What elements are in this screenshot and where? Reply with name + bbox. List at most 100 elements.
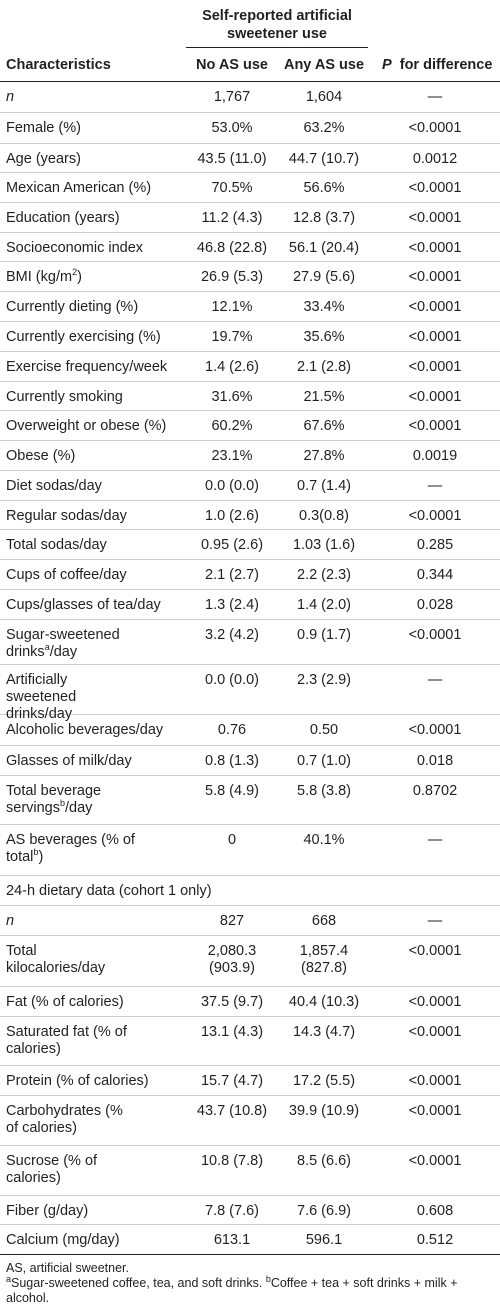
row-label-text: n [6, 913, 15, 929]
row-value-no-as: 1.3 (2.4) [205, 597, 259, 613]
table-row: AS beverages (% of totalb) 0 40.1% — [0, 825, 500, 876]
table-row: n 1,767 1,604 — [0, 82, 500, 113]
row-label: Regular sodas/day [0, 508, 186, 525]
row-value-any-as: 1,604 [305, 89, 343, 105]
table-row: Currently dieting (%) 12.1% 33.4% <0.0001 [0, 292, 500, 322]
row-value-no-as: 1.4 (2.6) [205, 359, 259, 375]
row-value-no-as: 1.0 (2.6) [205, 508, 259, 524]
table-row: Regular sodas/day 1.0 (2.6) 0.3(0.8) <0.000… [0, 501, 500, 530]
table-row: Fiber (g/day) 7.8 (7.6) 7.6 (6.9) 0.608 [0, 1196, 500, 1225]
table-row: n 827 668 — [0, 906, 500, 936]
row-value-any-as: 0.3(0.8) [299, 508, 349, 524]
row-value-p: 0.512 [416, 1232, 454, 1248]
row-value-p: — [427, 89, 443, 105]
row-label-text: Exercise frequency/week [6, 359, 168, 375]
row-value-any-as: 7.6 (6.9) [297, 1203, 351, 1219]
row-value-no-as: 0.0 (0.0) [205, 672, 259, 688]
row-value-no-as: 0 [227, 832, 237, 848]
row-value-no-as: 10.8 (7.8) [200, 1153, 264, 1169]
row-value-no-as: 12.1% [211, 299, 253, 315]
row-value-no-as: 43.5 (11.0) [197, 151, 267, 167]
table-row: Cups of coffee/day 2.1 (2.7) 2.2 (2.3) 0.34… [0, 560, 500, 590]
row-label: Currently exercising (%) [0, 329, 186, 346]
row-label-text: Education (years) [6, 210, 120, 226]
row-value-no-as: 13.1 (4.3) [200, 1024, 264, 1040]
row-value-p: <0.0001 [408, 722, 462, 738]
row-value-no-as: 1,767 [213, 89, 251, 105]
row-label-text: Mexican American (%) [6, 180, 152, 196]
row-value-p: 0.0019 [412, 448, 458, 464]
row-label-footnote-mark: 2 [72, 267, 78, 278]
row-label-text: Diet sodas/day [6, 478, 102, 494]
row-value-no-as: 0.76 [217, 722, 247, 738]
row-label: Sugar-sweetened drinksa/day [0, 627, 186, 661]
row-value-any-as: 17.2 (5.5) [292, 1073, 356, 1089]
row-value-no-as: 46.8 (22.8) [196, 240, 268, 256]
row-label: Total sodas/day [0, 537, 186, 554]
row-value-any-as: 14.3 (4.7) [292, 1024, 356, 1040]
row-label-suffix: ) [38, 849, 44, 865]
table-row: Currently smoking 31.6% 21.5% <0.0001 [0, 382, 500, 411]
row-value-no-as: 23.1% [211, 448, 253, 464]
row-value-p: — [427, 913, 443, 929]
row-value-any-as: 1.4 (2.0) [297, 597, 351, 613]
row-label-suffix: ) [77, 269, 82, 285]
row-label: Glasses of milk/day [0, 753, 186, 770]
row-value-no-as: 0.0 (0.0) [205, 478, 259, 494]
row-label-text: Total beverage servings [6, 783, 102, 816]
row-value-p: <0.0001 [408, 299, 462, 315]
row-label-text: Cups/glasses of tea/day [6, 597, 161, 613]
row-value-p: <0.0001 [408, 627, 462, 643]
row-label: Female (%) [0, 120, 186, 137]
row-value-any-as: 12.8 (3.7) [292, 210, 356, 226]
row-value-any-as: 2.1 (2.8) [297, 359, 351, 375]
row-value-any-as: 668 [311, 913, 337, 929]
row-value-p: 0.018 [416, 753, 454, 769]
row-value-any-as: 27.9 (5.6) [292, 269, 356, 285]
row-value-any-as: 0.7 (1.0) [297, 753, 351, 769]
row-label-text: Glasses of milk/day [6, 753, 132, 769]
row-value-no-as: 11.2 (4.3) [201, 210, 263, 226]
row-value-any-as: 33.4% [303, 299, 345, 315]
row-label-text: Currently dieting (%) [6, 299, 139, 315]
row-label-text: 24-h dietary data (cohort 1 only) [6, 883, 212, 899]
table-row: Sugar-sweetened drinksa/day 3.2 (4.2) 0.9 … [0, 620, 500, 665]
row-label-text: Sucrose (% of calories) [6, 1153, 98, 1186]
row-label-text: Currently exercising (%) [6, 329, 161, 345]
table-row: Glasses of milk/day 0.8 (1.3) 0.7 (1.0) 0.0… [0, 746, 500, 776]
row-value-any-as: 67.6% [303, 418, 345, 434]
table-row: Cups/glasses of tea/day 1.3 (2.4) 1.4 (2.0… [0, 590, 500, 620]
row-label: 24-h dietary data (cohort 1 only) [0, 883, 500, 900]
row-value-p: <0.0001 [408, 1153, 462, 1169]
row-label-text: Currently smoking [6, 389, 123, 405]
row-label-text: BMI (kg/m [6, 269, 73, 285]
row-value-no-as: 26.9 (5.3) [200, 269, 264, 285]
row-label-text: Calcium (mg/day) [6, 1232, 120, 1248]
row-value-p: — [427, 672, 443, 688]
col-header-p: P for difference [370, 56, 500, 74]
row-label: Diet sodas/day [0, 478, 186, 495]
row-value-no-as: 31.6% [211, 389, 253, 405]
row-label: Age (years) [0, 151, 186, 168]
row-label: Fat (% of calories) [0, 994, 186, 1011]
row-value-any-as: 39.9 (10.9) [288, 1103, 360, 1119]
row-value-p: 0.344 [416, 567, 454, 583]
row-value-no-as: 3.2 (4.2) [205, 627, 259, 643]
footnote-a-text: Sugar-sweetened coffee, tea, and soft dr… [11, 1276, 263, 1290]
footnote-b-mark: b [265, 1273, 271, 1284]
table-row: Total beverage servingsb/day 5.8 (4.9) 5.8… [0, 776, 500, 825]
row-value-any-as: 56.6% [303, 180, 345, 196]
row-label: Education (years) [0, 210, 186, 227]
row-label: Fiber (g/day) [0, 1203, 186, 1220]
row-label-text: Fat (% of calories) [6, 994, 124, 1010]
row-value-any-as: 2.3 (2.9) [297, 672, 351, 688]
row-value-any-as: 1,857.4 (827.8) [299, 943, 349, 976]
row-label: Overweight or obese (%) [0, 418, 186, 435]
footnote-abbrev: AS, artificial sweetner. [6, 1261, 129, 1275]
row-value-p: — [427, 478, 443, 494]
table-row: Age (years) 43.5 (11.0) 44.7 (10.7) 0.0012 [0, 144, 500, 173]
row-label-text: Carbohydrates (% of calories) [6, 1103, 123, 1136]
row-value-any-as: 1.03 (1.6) [292, 537, 356, 553]
row-value-no-as: 5.8 (4.9) [205, 783, 259, 799]
row-label: Cups of coffee/day [0, 567, 186, 584]
